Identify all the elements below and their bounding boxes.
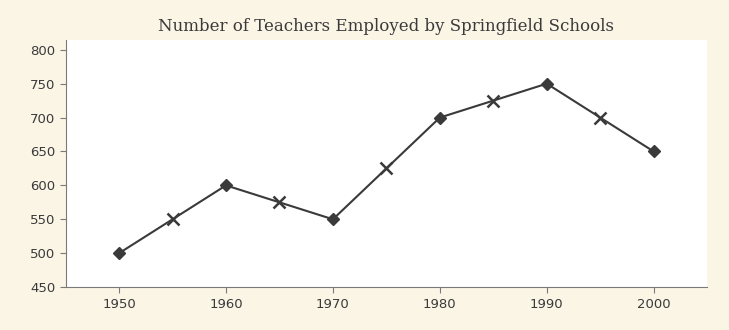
Title: Number of Teachers Employed by Springfield Schools: Number of Teachers Employed by Springfie… [158, 18, 615, 35]
